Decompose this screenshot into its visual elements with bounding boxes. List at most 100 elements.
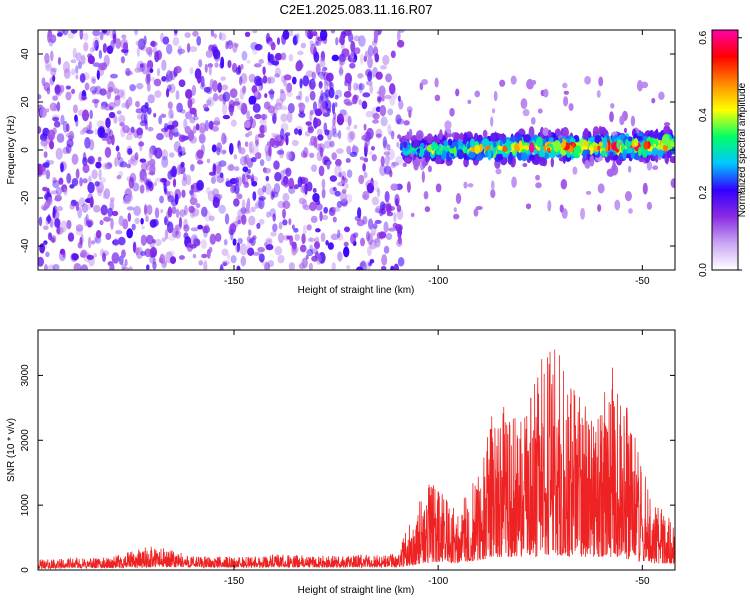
heatmap-blob <box>94 39 99 51</box>
heatmap-blob <box>55 147 63 160</box>
colorbar-ticks: 0.0 0.2 0.4 0.6 <box>698 30 742 277</box>
heatmap-blob <box>374 53 380 63</box>
heatmap-blob <box>371 196 380 206</box>
heatmap-blob <box>139 184 145 194</box>
heatmap-blob <box>196 160 204 165</box>
heatmap-blob <box>204 63 208 73</box>
heatmap-blob <box>364 50 371 58</box>
heatmap-blob <box>547 200 552 212</box>
heatmap-blob <box>141 38 147 45</box>
heatmap-blob <box>241 214 247 225</box>
heatmap-blob <box>359 262 366 267</box>
heatmap-blob <box>314 41 322 46</box>
heatmap-blob <box>55 226 64 235</box>
heatmap-blob <box>246 59 251 64</box>
heatmap-blob <box>262 66 266 76</box>
heatmap-blob <box>206 248 211 259</box>
heatmap-blob <box>150 40 156 47</box>
heatmap-blob <box>390 183 399 191</box>
heatmap-blob <box>493 90 498 102</box>
heatmap-blob <box>134 217 140 225</box>
heatmap-blob <box>358 82 363 94</box>
heatmap-blob <box>305 121 312 126</box>
heatmap-blob <box>139 63 144 68</box>
heatmap-blob <box>51 237 56 243</box>
heatmap-blob <box>598 141 603 147</box>
snr-series-line <box>38 349 675 570</box>
heatmap-blob <box>522 162 528 168</box>
heatmap-blob <box>93 204 101 213</box>
heatmap-blob <box>167 84 172 92</box>
heatmap-blob <box>336 148 344 154</box>
heatmap-blob <box>467 183 474 188</box>
heatmap-blob <box>105 30 111 36</box>
heatmap-blob <box>47 36 54 43</box>
heatmap-blob <box>211 145 216 152</box>
heatmap-blob <box>299 244 307 253</box>
heatmap-blob <box>39 107 47 118</box>
heatmap-blob <box>297 50 304 56</box>
heatmap-blob <box>268 145 272 157</box>
heatmap-cells <box>38 30 675 270</box>
heatmap-blob <box>226 253 231 260</box>
heatmap-blob <box>49 77 55 86</box>
heatmap-blob <box>70 59 77 64</box>
heatmap-blob <box>82 163 90 174</box>
heatmap-blob <box>560 178 568 190</box>
heatmap-blob <box>468 151 476 159</box>
colorbar-tick-label: 0.2 <box>698 185 709 199</box>
heatmap-blob <box>285 135 289 146</box>
heatmap-blob <box>121 263 126 270</box>
heatmap-blob <box>138 141 145 147</box>
heatmap-blob <box>609 151 614 161</box>
heatmap-blob <box>260 113 268 120</box>
heatmap-blob <box>38 256 45 267</box>
heatmap-blob <box>490 132 496 142</box>
heatmap-blob <box>619 115 625 126</box>
heatmap-blob <box>246 174 252 180</box>
heatmap-blob <box>301 257 308 269</box>
heatmap-blob <box>314 251 320 260</box>
heatmap-blob <box>113 237 120 247</box>
heatmap-blob <box>589 154 595 167</box>
heatmap-blob <box>96 69 100 80</box>
heatmap-blob <box>456 149 464 160</box>
heatmap-blob <box>98 168 102 181</box>
heatmap-blob <box>163 181 167 193</box>
heatmap-blob <box>306 249 314 257</box>
heatmap-blob <box>529 142 535 153</box>
heatmap-blob <box>170 114 174 119</box>
snr-x-tick-label: -150 <box>224 576 244 587</box>
heatmap-blob <box>344 183 349 189</box>
heatmap-blob <box>122 42 129 51</box>
heatmap-blob <box>350 40 356 53</box>
heatmap-blob <box>419 147 425 158</box>
heatmap-blob <box>286 111 293 123</box>
heatmap-blob <box>339 57 343 70</box>
heatmap-blob <box>377 188 381 198</box>
heatmap-blob <box>274 246 283 256</box>
heatmap-blob <box>269 137 276 147</box>
heatmap-blob <box>365 110 374 118</box>
heatmap-blob <box>274 67 282 78</box>
heatmap-blob <box>563 90 570 95</box>
heatmap-blob <box>264 262 270 270</box>
heatmap-blob <box>166 221 174 234</box>
heatmap-blob <box>125 67 131 77</box>
heatmap-blob <box>652 165 659 171</box>
heatmap-blob <box>365 230 371 242</box>
heatmap-blob <box>199 126 206 136</box>
heatmap-blob <box>287 102 295 114</box>
heatmap-blob <box>79 130 86 135</box>
heatmap-blob <box>47 232 52 241</box>
heatmap-blob <box>165 88 170 98</box>
heatmap-blob <box>288 218 292 226</box>
heatmap-blob <box>110 217 114 230</box>
heatmap-blob <box>345 158 351 163</box>
colorbar-tick-label: 0.6 <box>698 30 709 44</box>
heatmap-blob <box>331 123 337 136</box>
heatmap-blob <box>146 204 153 215</box>
heatmap-blob <box>124 258 128 267</box>
heatmap-blob <box>329 175 338 182</box>
heatmap-blob <box>222 114 231 120</box>
